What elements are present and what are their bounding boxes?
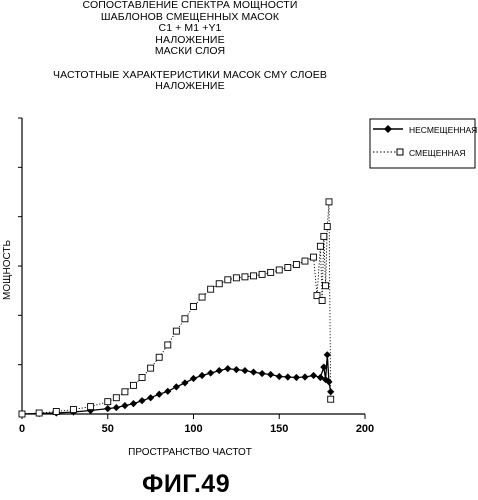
data-point	[88, 404, 94, 410]
data-point	[323, 283, 329, 289]
data-point	[156, 354, 162, 360]
data-point	[130, 382, 136, 388]
data-point	[276, 373, 283, 380]
data-point	[259, 370, 266, 377]
data-point	[208, 286, 214, 292]
data-point	[276, 267, 282, 273]
data-point	[251, 273, 257, 279]
legend-label-shifted: СМЕЩЕННАЯ	[409, 148, 466, 158]
x-axis-label: ПРОСТРАНСТВО ЧАСТОТ	[128, 447, 252, 458]
data-point	[233, 366, 240, 373]
data-point	[19, 411, 25, 417]
data-point	[302, 258, 308, 264]
data-point	[207, 369, 214, 376]
data-point	[310, 372, 317, 379]
data-point	[301, 373, 308, 380]
data-point	[113, 404, 120, 411]
data-point	[147, 394, 154, 401]
data-point	[268, 269, 274, 275]
data-point	[190, 375, 197, 382]
data-point	[284, 373, 291, 380]
chart-title-block: СОПОСТАВЛЕНИЕ СПЕКТРА МОЩНОСТИ ШАБЛОНОВ …	[0, 0, 380, 93]
data-point	[113, 395, 119, 401]
data-point	[139, 374, 145, 380]
data-point	[259, 271, 265, 277]
data-point	[326, 199, 332, 205]
figure-label: ФИГ.49	[142, 470, 230, 499]
data-point	[156, 391, 163, 398]
data-point	[311, 254, 317, 260]
legend-label-unshifted: НЕСМЕЩЕННАЯ	[409, 125, 477, 135]
data-point	[165, 342, 171, 348]
data-point	[173, 328, 179, 334]
series-unshifted	[18, 351, 334, 417]
data-point	[233, 275, 239, 281]
data-point	[164, 388, 171, 395]
legend: НЕСМЕЩЕННАЯ СМЕЩЕННАЯ	[370, 119, 477, 168]
y-axis-label: МОЩНОСТЬ	[2, 240, 13, 300]
title-line-3: C1 + M1 +Y1	[0, 23, 380, 35]
data-point	[122, 389, 128, 395]
data-point	[224, 365, 231, 372]
data-point	[70, 407, 76, 413]
data-point	[198, 372, 205, 379]
data-point	[130, 400, 137, 407]
data-point	[138, 397, 145, 404]
legend-marker-shifted	[397, 149, 403, 155]
data-point	[148, 365, 154, 371]
data-point	[191, 303, 197, 309]
data-point	[293, 262, 299, 268]
plot-frame	[22, 118, 365, 414]
data-point	[36, 410, 42, 416]
data-point	[321, 233, 327, 239]
data-point	[242, 274, 248, 280]
data-point	[324, 224, 330, 230]
data-point	[216, 281, 222, 287]
data-point	[250, 368, 257, 375]
data-point	[241, 367, 248, 374]
data-point	[293, 374, 300, 381]
x-tick-label: 200	[356, 423, 374, 435]
data-point	[173, 383, 180, 390]
data-point	[199, 294, 205, 300]
data-point	[328, 396, 334, 402]
data-point	[121, 402, 128, 409]
data-point	[181, 379, 188, 386]
title-line-1: СОПОСТАВЛЕНИЕ СПЕКТРА МОЩНОСТИ	[0, 0, 380, 12]
data-point	[285, 264, 291, 270]
data-point	[182, 316, 188, 322]
data-point	[105, 399, 111, 405]
subtitle-line-2: НАЛОЖЕНИЕ	[0, 81, 380, 93]
title-line-5: МАСКИ СЛОЯ	[0, 46, 380, 58]
data-point	[216, 367, 223, 374]
data-point	[317, 243, 323, 249]
x-tick-label: 0	[19, 423, 25, 435]
data-point	[104, 405, 111, 412]
data-point	[319, 298, 325, 304]
x-tick-label: 100	[184, 423, 202, 435]
data-point	[225, 277, 231, 283]
series-layer	[18, 199, 334, 418]
x-tick-label: 50	[102, 423, 114, 435]
x-tick-label: 150	[270, 423, 288, 435]
data-point	[53, 409, 59, 415]
data-point	[324, 351, 331, 358]
data-point	[267, 371, 274, 378]
series-line	[22, 202, 331, 414]
x-axis-ticks: 0 50 100 150 200	[19, 414, 374, 435]
